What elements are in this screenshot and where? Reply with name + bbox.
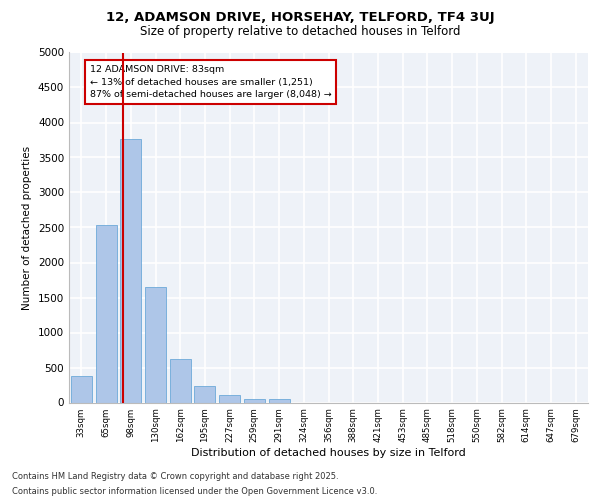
Bar — [269, 398, 290, 402]
Bar — [71, 376, 92, 402]
Bar — [95, 226, 116, 402]
Text: 12, ADAMSON DRIVE, HORSEHAY, TELFORD, TF4 3UJ: 12, ADAMSON DRIVE, HORSEHAY, TELFORD, TF… — [106, 12, 494, 24]
Text: 12 ADAMSON DRIVE: 83sqm
← 13% of detached houses are smaller (1,251)
87% of semi: 12 ADAMSON DRIVE: 83sqm ← 13% of detache… — [90, 65, 332, 99]
Bar — [170, 359, 191, 403]
X-axis label: Distribution of detached houses by size in Telford: Distribution of detached houses by size … — [191, 448, 466, 458]
Text: Contains HM Land Registry data © Crown copyright and database right 2025.: Contains HM Land Registry data © Crown c… — [12, 472, 338, 481]
Bar — [145, 287, 166, 403]
Bar — [194, 386, 215, 402]
Y-axis label: Number of detached properties: Number of detached properties — [22, 146, 32, 310]
Bar — [120, 140, 141, 402]
Bar — [244, 398, 265, 402]
Text: Contains public sector information licensed under the Open Government Licence v3: Contains public sector information licen… — [12, 487, 377, 496]
Bar — [219, 395, 240, 402]
Text: Size of property relative to detached houses in Telford: Size of property relative to detached ho… — [140, 25, 460, 38]
